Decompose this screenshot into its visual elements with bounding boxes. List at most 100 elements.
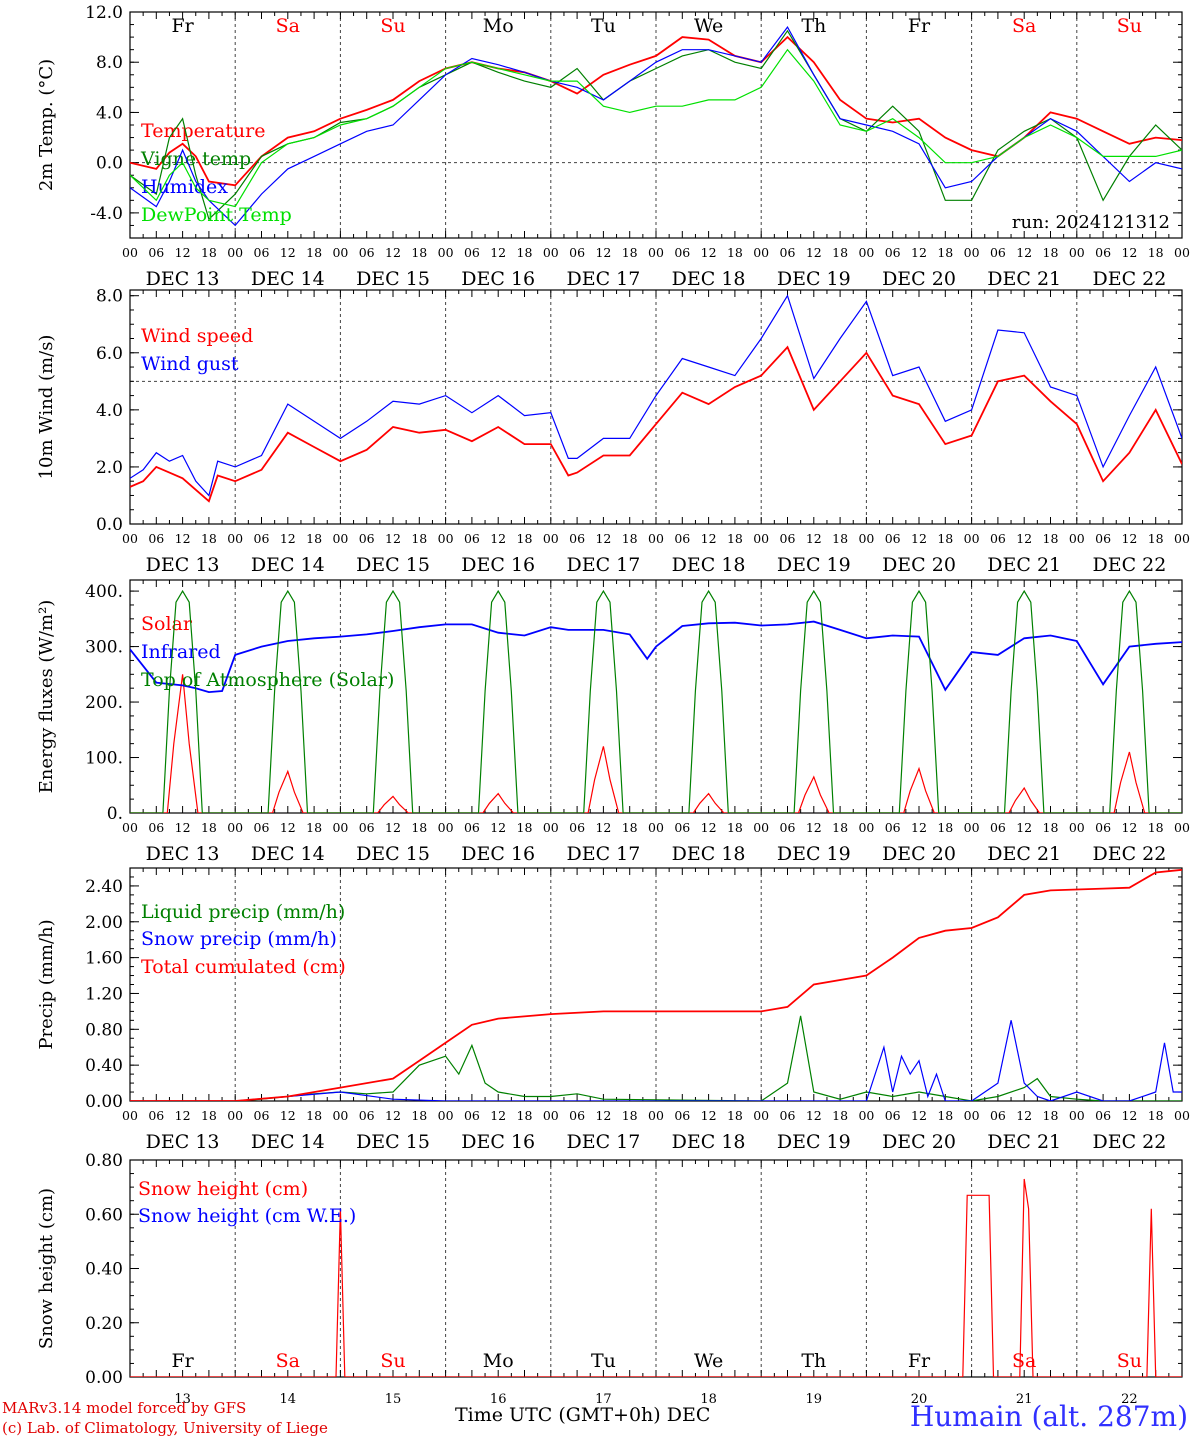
x-hour-label: 00 xyxy=(858,1108,874,1123)
x-date-label: DEC 14 xyxy=(251,843,325,865)
x-date-label: DEC 14 xyxy=(251,554,325,576)
x-date-label: DEC 14 xyxy=(251,1131,325,1153)
x-hour-label: 00 xyxy=(753,245,769,260)
day-number-label: 14 xyxy=(280,1392,297,1407)
x-date-label: DEC 17 xyxy=(566,843,640,865)
x-hour-label: 00 xyxy=(1174,245,1190,260)
day-name-label: Su xyxy=(380,1350,405,1372)
x-hour-label: 06 xyxy=(569,531,585,546)
x-hour-label: 00 xyxy=(648,820,664,835)
panel-1: -4.0 0.0 4.0 8.0 12.0 2m Temp. (°C) 00 06 12 18 00… xyxy=(36,3,1190,290)
x-hour-label: 06 xyxy=(464,531,480,546)
legend-entry: Snow height (cm W.E.) xyxy=(138,1205,356,1227)
x-hour-label: 12 xyxy=(490,820,506,835)
y-tick-label: -4.0 xyxy=(90,204,123,224)
x-hour-label: 18 xyxy=(1148,531,1164,546)
x-hour-label: 18 xyxy=(517,1108,533,1123)
x-date-label: DEC 18 xyxy=(672,1131,746,1153)
x-hour-label: 00 xyxy=(1174,531,1190,546)
x-hour-label: 12 xyxy=(280,1108,296,1123)
x-date-label: DEC 17 xyxy=(566,268,640,290)
x-hour-label: 12 xyxy=(1121,245,1137,260)
y-tick-label: 1.20 xyxy=(85,984,123,1004)
x-hour-label: 18 xyxy=(517,820,533,835)
x-hour-label: 00 xyxy=(1174,820,1190,835)
x-hour-label: 18 xyxy=(411,531,427,546)
day-name-label: Mo xyxy=(483,1350,514,1372)
x-hour-label: 12 xyxy=(175,245,191,260)
y-tick-label: 6.0 xyxy=(96,344,123,364)
day-name-label: Fr xyxy=(908,1350,931,1372)
x-hour-label: 06 xyxy=(359,245,375,260)
x-hour-label: 12 xyxy=(595,1108,611,1123)
x-hour-label: 12 xyxy=(806,531,822,546)
day-number-label: 21 xyxy=(1016,1392,1033,1407)
x-hour-label: 06 xyxy=(674,531,690,546)
x-hour-label: 06 xyxy=(674,245,690,260)
x-hour-label: 18 xyxy=(832,245,848,260)
panel-3: 0. 100. 200. 300. 400. Energy fluxes (W/m²) 00… xyxy=(36,579,1190,865)
x-hour-label: 06 xyxy=(569,820,585,835)
day-name-label: Mo xyxy=(483,15,514,37)
x-date-label: DEC 15 xyxy=(356,554,430,576)
x-hour-label: 18 xyxy=(727,820,743,835)
x-date-label: DEC 20 xyxy=(882,1131,956,1153)
x-hour-label: 06 xyxy=(569,245,585,260)
legend-entry: Humidex xyxy=(141,176,228,198)
x-date-label: DEC 15 xyxy=(356,1131,430,1153)
x-hour-label: 06 xyxy=(464,1108,480,1123)
x-date-label: DEC 13 xyxy=(146,1131,220,1153)
x-hour-label: 12 xyxy=(490,245,506,260)
x-hour-label: 06 xyxy=(674,820,690,835)
day-number-label: 18 xyxy=(700,1392,717,1407)
day-name-label: Sa xyxy=(276,1350,300,1372)
x-hour-label: 06 xyxy=(780,245,796,260)
x-date-label: DEC 15 xyxy=(356,843,430,865)
x-hour-label: 06 xyxy=(148,531,164,546)
x-hour-label: 00 xyxy=(648,1108,664,1123)
x-hour-label: 18 xyxy=(622,531,638,546)
panel-5: 0.00 0.20 0.40 0.60 0.80 Snow height (cm) Fr Sa… xyxy=(36,1151,1183,1407)
series-line-solar xyxy=(130,674,1182,813)
x-date-label: DEC 19 xyxy=(777,268,851,290)
day-name-label: We xyxy=(694,15,723,37)
x-date-label: DEC 20 xyxy=(882,268,956,290)
x-hour-label: 12 xyxy=(701,245,717,260)
x-hour-label: 00 xyxy=(964,245,980,260)
x-hour-label: 00 xyxy=(1069,531,1085,546)
series-line-vigne-temp xyxy=(130,29,1182,221)
x-hour-label: 12 xyxy=(1016,531,1032,546)
x-date-label: DEC 16 xyxy=(461,843,535,865)
x-hour-label: 18 xyxy=(517,531,533,546)
x-hour-label: 06 xyxy=(148,820,164,835)
x-date-label: DEC 19 xyxy=(777,1131,851,1153)
day-name-label: Fr xyxy=(171,1350,194,1372)
day-name-label: Th xyxy=(801,15,826,37)
day-name-label: Th xyxy=(801,1350,826,1372)
x-hour-label: 18 xyxy=(1148,1108,1164,1123)
x-date-label: DEC 17 xyxy=(566,554,640,576)
day-number-label: 13 xyxy=(174,1392,191,1407)
x-hour-label: 00 xyxy=(858,820,874,835)
x-hour-label: 06 xyxy=(359,820,375,835)
x-date-label: DEC 18 xyxy=(672,843,746,865)
y-tick-label: 12.0 xyxy=(85,3,123,23)
day-number-label: 16 xyxy=(490,1392,507,1407)
x-date-label: DEC 21 xyxy=(987,1131,1061,1153)
x-hour-label: 06 xyxy=(990,1108,1006,1123)
x-date-label: DEC 16 xyxy=(461,1131,535,1153)
x-hour-label: 00 xyxy=(753,820,769,835)
x-date-label: DEC 19 xyxy=(777,843,851,865)
y-tick-label: 200. xyxy=(85,693,123,713)
day-number-label: 22 xyxy=(1121,1392,1138,1407)
x-hour-label: 06 xyxy=(359,1108,375,1123)
x-date-label: DEC 14 xyxy=(251,268,325,290)
x-hour-label: 12 xyxy=(1121,1108,1137,1123)
y-tick-label: 0. xyxy=(107,804,123,824)
series-line-liquid-precip-mm-h- xyxy=(130,1015,1182,1101)
x-hour-label: 18 xyxy=(517,245,533,260)
x-hour-label: 12 xyxy=(1016,1108,1032,1123)
x-hour-label: 06 xyxy=(780,531,796,546)
series-line-snow-height-cm- xyxy=(130,1178,1182,1377)
x-hour-label: 00 xyxy=(858,245,874,260)
